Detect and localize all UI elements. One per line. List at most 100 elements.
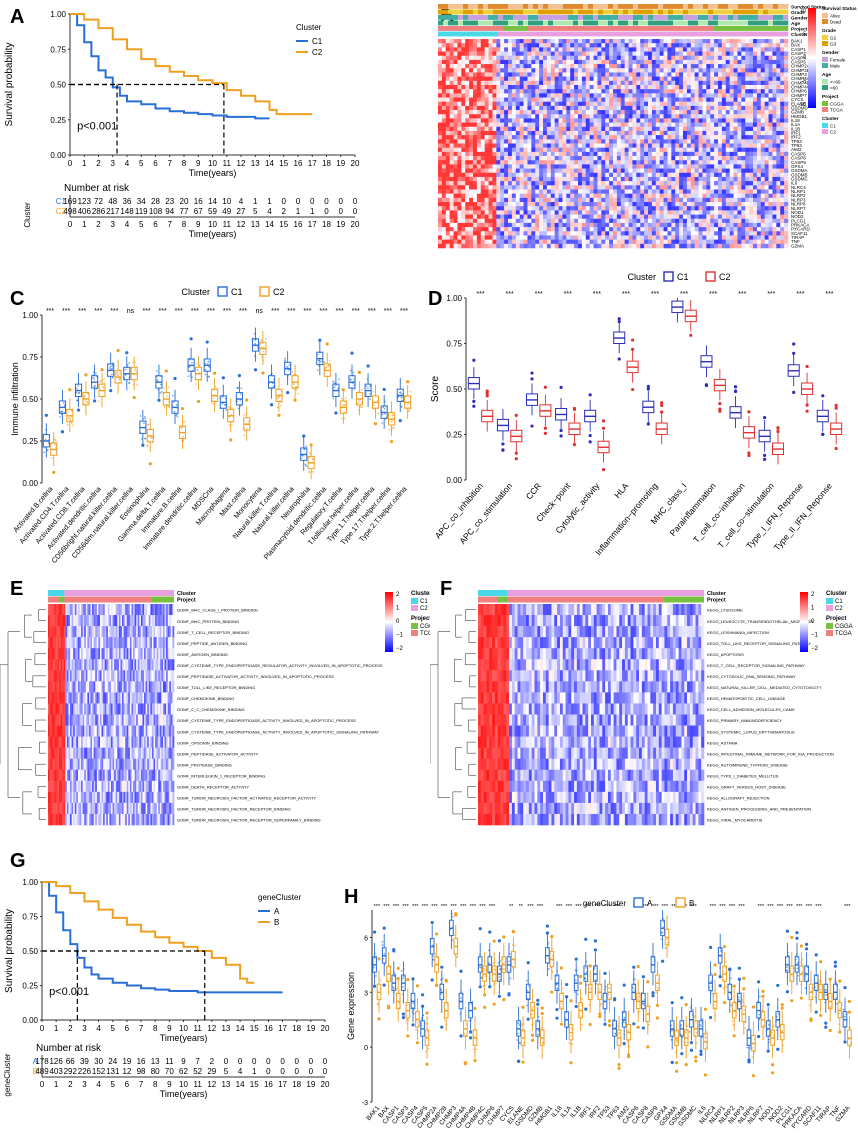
heatmap-cell — [445, 214, 450, 220]
heatmap-cell — [698, 164, 703, 169]
heatmap-cell — [749, 51, 754, 57]
heatmap-cell — [601, 218, 606, 224]
annotation-cell — [598, 31, 604, 37]
heatmap-cell — [741, 206, 746, 211]
heatmap-cell — [764, 80, 769, 86]
heatmap-cell — [508, 39, 513, 44]
heatmap-cell — [465, 210, 470, 215]
heatmap-cell — [601, 101, 606, 107]
heatmap-cell — [721, 89, 727, 94]
heatmap-cell — [492, 114, 497, 119]
heatmap-cell — [659, 168, 664, 174]
heatmap-cell — [624, 197, 629, 203]
heatmap-cell — [702, 189, 707, 194]
heatmap-cell — [694, 84, 699, 90]
heatmap-cell — [558, 51, 563, 57]
heatmap-cell — [511, 156, 517, 161]
heatmap-cell — [768, 156, 773, 161]
heatmap-cell — [597, 143, 602, 148]
heatmap-cell — [465, 68, 470, 73]
heatmap-cell — [504, 172, 509, 178]
heatmap-cell — [504, 231, 509, 236]
heatmap-cell — [523, 39, 528, 44]
heatmap-cell — [566, 227, 571, 232]
heatmap-cell — [581, 143, 587, 148]
heatmap-cell — [574, 202, 579, 207]
heatmap-cell — [663, 189, 668, 194]
heatmap-cell — [473, 147, 478, 153]
heatmap-cell — [453, 176, 458, 182]
heatmap-cell — [581, 126, 587, 132]
heatmap-cell — [515, 151, 520, 157]
heatmap-cell — [667, 51, 672, 57]
heatmap-cell — [519, 197, 524, 203]
heatmap-cell — [480, 206, 485, 211]
annotation-cell — [678, 26, 684, 31]
heatmap-cell — [768, 135, 773, 140]
heatmap-cell — [690, 176, 695, 182]
risk-value: 20 — [180, 197, 189, 206]
heatmap-cell — [546, 118, 552, 123]
heatmap-cell — [570, 110, 575, 115]
risk-value: 49 — [222, 207, 231, 216]
heatmap-cell — [449, 202, 454, 207]
heatmap-cell — [445, 59, 450, 65]
heatmap-cell — [601, 139, 606, 144]
heatmap-cell — [449, 64, 454, 69]
annotation-cell — [638, 9, 644, 15]
heatmap-cell — [675, 231, 680, 236]
heatmap-cell — [535, 222, 540, 228]
heatmap-cell — [593, 114, 598, 119]
heatmap-cell — [523, 51, 528, 57]
heatmap-cell — [519, 168, 524, 174]
heatmap-cell — [648, 185, 653, 190]
heatmap-cell — [648, 139, 653, 144]
heatmap-cell — [698, 189, 703, 194]
gene-label: IL18 — [791, 118, 800, 123]
heatmap-cell — [539, 176, 544, 182]
heatmap-cell — [578, 218, 583, 224]
heatmap-cell — [515, 59, 520, 65]
heatmap-cell — [686, 156, 692, 161]
heatmap-cell — [679, 68, 684, 73]
heatmap-cell — [737, 72, 742, 77]
annotation-cell — [538, 31, 544, 37]
heatmap-cell — [648, 168, 653, 174]
annotation-cell — [658, 4, 664, 9]
heatmap-cell — [706, 89, 711, 94]
heatmap-cell — [780, 39, 785, 44]
heatmap-cell — [679, 118, 684, 123]
heatmap-cell — [461, 239, 466, 245]
heatmap-cell — [480, 89, 485, 94]
heatmap-cell — [644, 193, 649, 199]
heatmap-cell — [780, 214, 785, 220]
heatmap-cell — [445, 97, 450, 102]
heatmap-cell — [756, 43, 762, 48]
heatmap-cell — [511, 185, 517, 190]
heatmap-cell — [449, 55, 454, 61]
heatmap-cell — [679, 80, 684, 86]
heatmap-cell — [476, 126, 482, 132]
heatmap-cell — [539, 97, 544, 102]
heatmap-cell — [620, 147, 625, 153]
heatmap-cell — [648, 193, 653, 199]
heatmap-cell — [745, 143, 750, 148]
heatmap-cell — [461, 222, 466, 228]
heatmap-cell — [710, 231, 715, 236]
heatmap-cell — [523, 118, 528, 123]
heatmap-cell — [453, 151, 458, 157]
heatmap-cell — [469, 168, 474, 174]
heatmap-cell — [473, 139, 478, 144]
heatmap-cell — [698, 39, 703, 44]
heatmap-cell — [613, 231, 618, 236]
heatmap-cell — [706, 84, 711, 90]
heatmap-cell — [628, 43, 633, 48]
heatmap-cell — [741, 227, 746, 232]
heatmap-cell — [550, 68, 555, 73]
heatmap-cell — [714, 101, 719, 107]
heatmap-cell — [496, 130, 501, 136]
heatmap-cell — [749, 147, 754, 153]
heatmap-cell — [449, 206, 454, 211]
heatmap-cell — [756, 206, 762, 211]
heatmap-cell — [441, 218, 447, 224]
